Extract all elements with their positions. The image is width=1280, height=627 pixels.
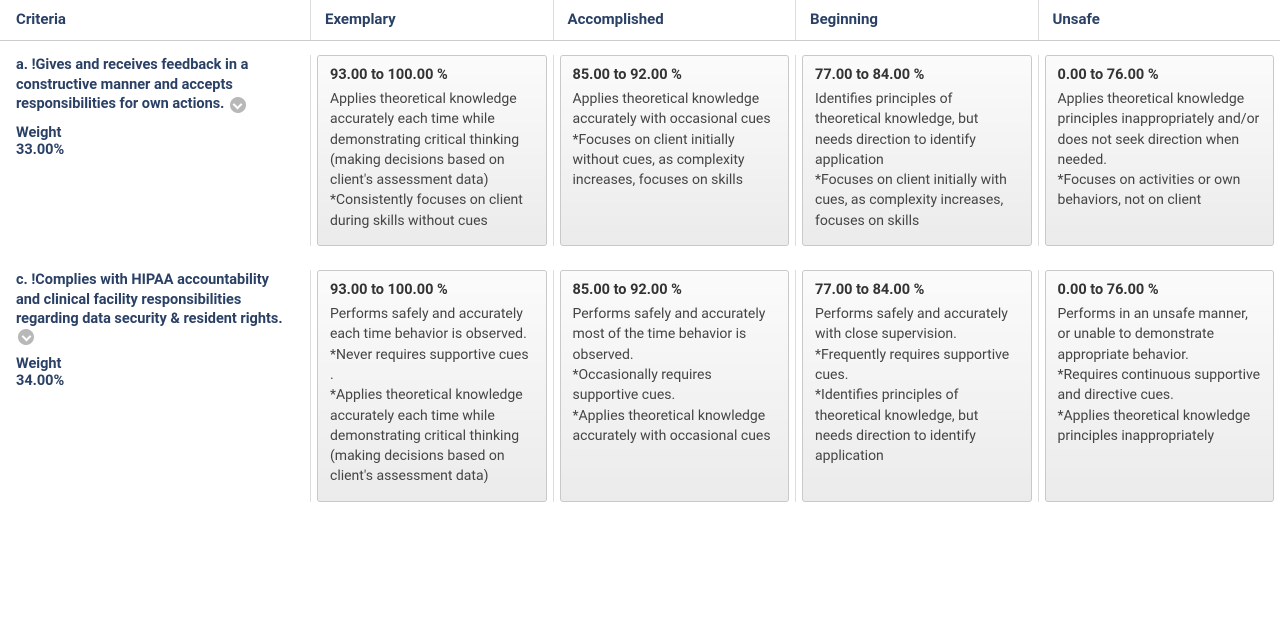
level-cell-unsafe[interactable]: 0.00 to 76.00 % Applies theoretical know… [1045, 55, 1275, 246]
header-level-unsafe: Unsafe [1038, 0, 1280, 40]
header-criteria: Criteria [0, 0, 310, 40]
level-cell-accomplished[interactable]: 85.00 to 92.00 % Performs safely and acc… [560, 270, 790, 502]
criteria-title: a. !Gives and receives feedback in a con… [16, 56, 248, 112]
weight-value: 34.00% [16, 372, 295, 389]
level-description: Performs safely and accurately each time… [330, 304, 534, 487]
score-range: 85.00 to 92.00 % [573, 66, 777, 83]
rubric-table: Criteria Exemplary Accomplished Beginnin… [0, 0, 1280, 512]
level-cell-beginning[interactable]: 77.00 to 84.00 % Performs safely and acc… [802, 270, 1032, 502]
weight-value: 33.00% [16, 141, 295, 158]
level-description: Applies theoretical knowledge accurately… [330, 89, 534, 231]
rubric-row: a. !Gives and receives feedback in a con… [0, 41, 1280, 256]
level-col: 93.00 to 100.00 % Applies theoretical kn… [310, 55, 553, 246]
score-range: 93.00 to 100.00 % [330, 66, 534, 83]
level-col: 77.00 to 84.00 % Identifies principles o… [795, 55, 1038, 246]
level-description: Performs safely and accurately most of t… [573, 304, 777, 446]
header-level-accomplished: Accomplished [553, 0, 796, 40]
rubric-header-row: Criteria Exemplary Accomplished Beginnin… [0, 0, 1280, 41]
expand-criteria-button[interactable] [230, 96, 246, 112]
level-cell-accomplished[interactable]: 85.00 to 92.00 % Applies theoretical kno… [560, 55, 790, 246]
score-range: 77.00 to 84.00 % [815, 66, 1019, 83]
expand-criteria-button[interactable] [18, 329, 34, 345]
level-cell-exemplary[interactable]: 93.00 to 100.00 % Performs safely and ac… [317, 270, 547, 502]
score-range: 93.00 to 100.00 % [330, 281, 534, 298]
level-col: 85.00 to 92.00 % Applies theoretical kno… [553, 55, 796, 246]
score-range: 0.00 to 76.00 % [1058, 281, 1262, 298]
level-col: 0.00 to 76.00 % Applies theoretical know… [1038, 55, 1280, 246]
rubric-row: c. !Complies with HIPAA accountability a… [0, 256, 1280, 512]
chevron-down-icon [230, 97, 246, 113]
criteria-title: c. !Complies with HIPAA accountability a… [16, 271, 283, 327]
level-col: 0.00 to 76.00 % Performs in an unsafe ma… [1038, 270, 1280, 502]
level-description: Applies theoretical knowledge accurately… [573, 89, 777, 190]
level-cell-beginning[interactable]: 77.00 to 84.00 % Identifies principles o… [802, 55, 1032, 246]
level-col: 85.00 to 92.00 % Performs safely and acc… [553, 270, 796, 502]
level-col: 77.00 to 84.00 % Performs safely and acc… [795, 270, 1038, 502]
header-level-exemplary: Exemplary [310, 0, 553, 40]
criteria-cell: a. !Gives and receives feedback in a con… [0, 55, 310, 246]
level-col: 93.00 to 100.00 % Performs safely and ac… [310, 270, 553, 502]
score-range: 77.00 to 84.00 % [815, 281, 1019, 298]
criteria-cell: c. !Complies with HIPAA accountability a… [0, 270, 310, 502]
score-range: 85.00 to 92.00 % [573, 281, 777, 298]
header-level-beginning: Beginning [795, 0, 1038, 40]
level-cell-unsafe[interactable]: 0.00 to 76.00 % Performs in an unsafe ma… [1045, 270, 1275, 502]
weight-label: Weight [16, 355, 295, 372]
score-range: 0.00 to 76.00 % [1058, 66, 1262, 83]
level-description: Performs safely and accurately with clos… [815, 304, 1019, 466]
weight-label: Weight [16, 124, 295, 141]
level-cell-exemplary[interactable]: 93.00 to 100.00 % Applies theoretical kn… [317, 55, 547, 246]
level-description: Applies theoretical knowledge principles… [1058, 89, 1262, 211]
chevron-down-icon [18, 329, 34, 345]
level-description: Identifies principles of theoretical kno… [815, 89, 1019, 231]
level-description: Performs in an unsafe manner, or unable … [1058, 304, 1262, 446]
